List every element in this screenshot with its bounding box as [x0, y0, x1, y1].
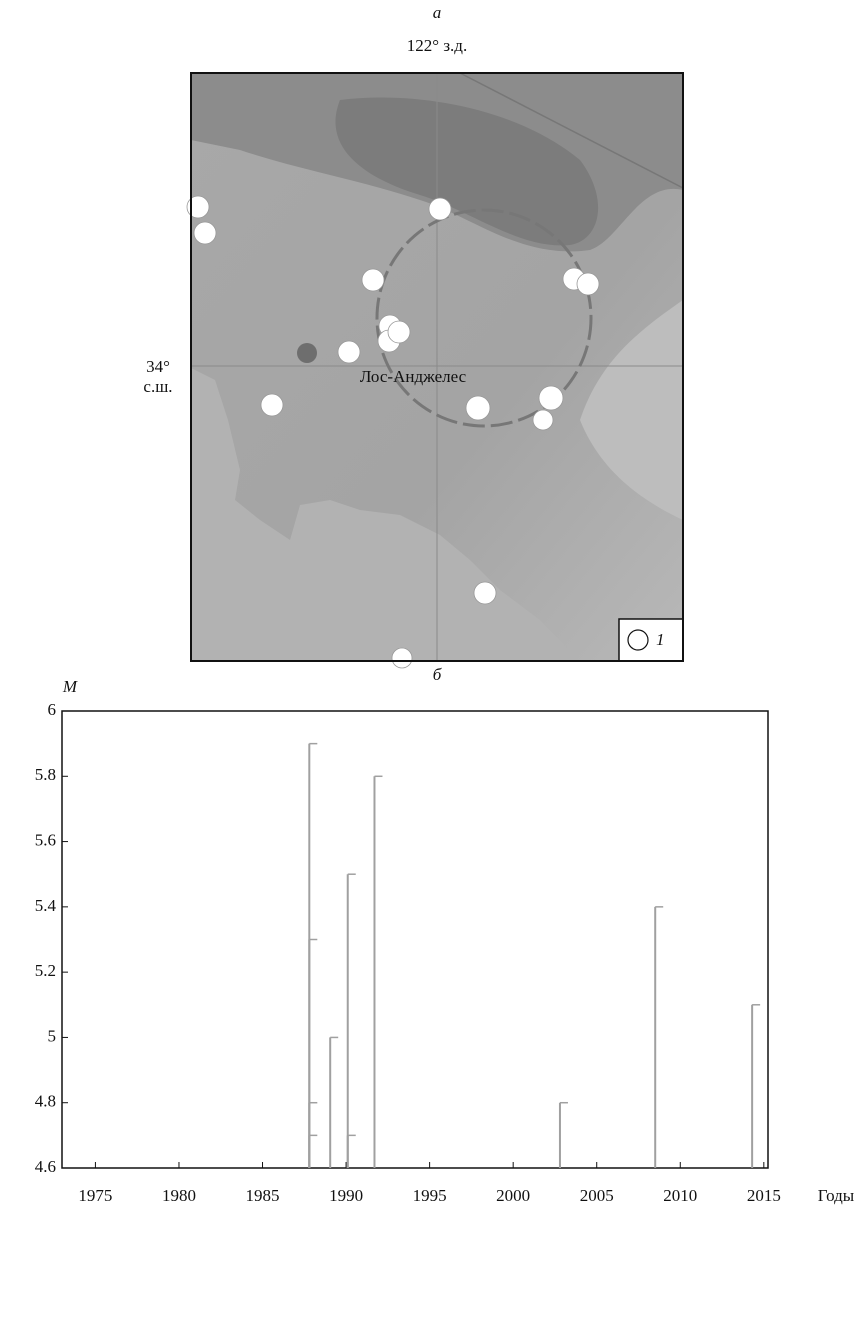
y-tick-label: 5.4: [35, 896, 57, 915]
y-tick-label: 4.8: [35, 1092, 56, 1111]
x-tick-label: 2010: [663, 1186, 697, 1205]
y-axis-title: M: [62, 677, 78, 696]
x-tick-label: 1975: [78, 1186, 112, 1205]
plot-frame: [62, 711, 768, 1168]
x-tick-label: 1995: [413, 1186, 447, 1205]
epicenter: [466, 396, 490, 420]
legend-symbol: [628, 630, 648, 650]
page: а 122° з.д. 34° с.ш.: [0, 0, 858, 1327]
y-tick-label: 6: [48, 700, 57, 719]
x-tick-label: 1980: [162, 1186, 196, 1205]
y-tick-label: 5.6: [35, 830, 56, 849]
y-tick-label: 5: [48, 1026, 57, 1045]
epicenter: [261, 394, 283, 416]
x-axis-title: Годы: [818, 1186, 855, 1205]
figure: а 122° з.д. 34° с.ш.: [0, 0, 858, 1322]
epicenter: [388, 321, 410, 343]
epicenter: [362, 269, 384, 291]
epicenter: [429, 198, 451, 220]
epicenter: [194, 222, 216, 244]
epicenter: [474, 582, 496, 604]
map: Лос-Анджелес 1: [187, 73, 683, 668]
y-tick-label: 5.2: [35, 961, 56, 980]
epicenter: [338, 341, 360, 363]
x-tick-label: 2000: [496, 1186, 530, 1205]
longitude-label: 122° з.д.: [407, 36, 467, 55]
epicenter: [539, 386, 563, 410]
epicenter: [533, 410, 553, 430]
x-tick-label: 1990: [329, 1186, 363, 1205]
panel-label: а: [433, 3, 442, 22]
y-tick-label: 5.8: [35, 765, 56, 784]
city-label: Лос-Анджелес: [360, 367, 467, 386]
x-tick-label: 2005: [580, 1186, 614, 1205]
x-tick-label: 2015: [747, 1186, 781, 1205]
city-marker: [297, 343, 317, 363]
latitude-label: с.ш.: [143, 377, 172, 396]
legend-label: 1: [656, 630, 665, 649]
x-tick-label: 1985: [246, 1186, 280, 1205]
epicenter: [577, 273, 599, 295]
panel-label: б: [433, 665, 442, 684]
latitude-label: 34°: [146, 357, 170, 376]
y-tick-label: 4.6: [35, 1157, 56, 1176]
epicenter: [392, 648, 412, 668]
